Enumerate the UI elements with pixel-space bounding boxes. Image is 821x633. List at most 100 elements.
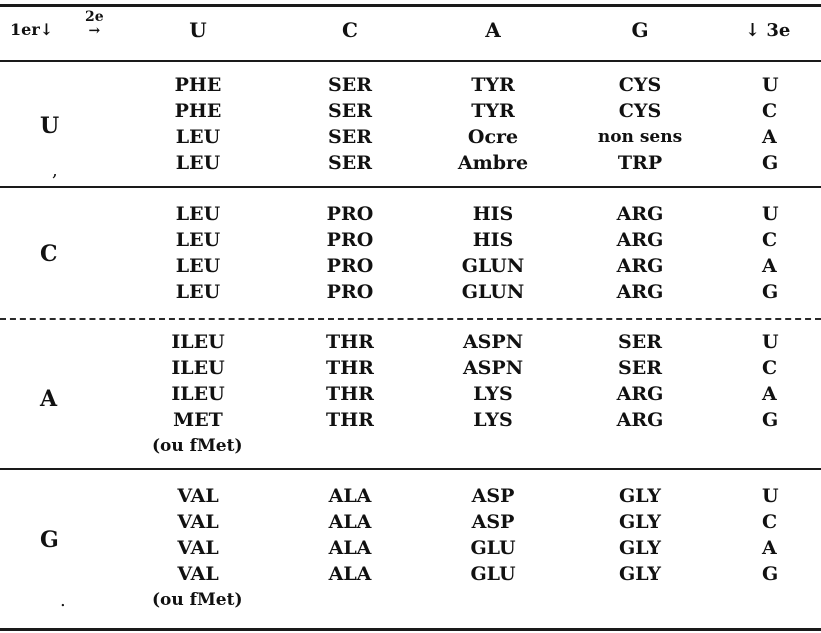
fmet-note: (ou fMet) xyxy=(152,590,243,610)
third-base-label: C xyxy=(762,229,778,251)
codon-cell: ILEU xyxy=(171,331,225,353)
codon-cell: GLUN xyxy=(461,281,525,303)
codon-cell: SER xyxy=(618,357,662,379)
codon-cell: Ocre xyxy=(467,126,519,148)
codon-cell: PRO xyxy=(326,203,374,225)
third-base-label: A xyxy=(762,126,777,148)
codon-cell: TRP xyxy=(617,152,663,174)
codon-cell: ILEU xyxy=(171,357,225,379)
codon-cell: THR xyxy=(326,409,374,431)
codon-cell: CYS xyxy=(618,100,662,122)
codon-cell: GLY xyxy=(619,563,661,585)
codon-cell: ARG xyxy=(616,409,664,431)
codon-cell: TYR xyxy=(471,100,515,122)
codon-cell: SER xyxy=(328,152,372,174)
codon-cell: LEU xyxy=(175,255,221,277)
codon-cell: VAL xyxy=(177,537,219,559)
first-base-label: A xyxy=(40,386,58,412)
codon-cell: ARG xyxy=(616,203,664,225)
codon-cell: ARG xyxy=(616,281,664,303)
codon-cell: ALA xyxy=(328,485,372,507)
codon-cell: CYS xyxy=(618,74,662,96)
codon-cell: ALA xyxy=(328,563,372,585)
third-base-label: G xyxy=(762,152,779,174)
codon-cell: SER xyxy=(618,331,662,353)
third-base-label: C xyxy=(762,100,778,122)
third-base-label: G xyxy=(762,563,779,585)
codon-cell: SER xyxy=(328,100,372,122)
codon-cell: ALA xyxy=(328,537,372,559)
stray-mark: , xyxy=(52,160,58,181)
codon-cell: LEU xyxy=(175,126,221,148)
third-base-label: C xyxy=(762,511,778,533)
third-base-label: A xyxy=(762,537,777,559)
column-header-c: C xyxy=(342,18,358,42)
header-rule xyxy=(0,60,821,62)
codon-cell: ILEU xyxy=(171,383,225,405)
third-base-label: A xyxy=(762,255,777,277)
codon-cell: THR xyxy=(326,383,374,405)
codon-cell: ARG xyxy=(616,229,664,251)
codon-cell: ASP xyxy=(471,511,515,533)
third-base-label: U xyxy=(762,203,779,225)
first-base-label: G xyxy=(40,527,59,553)
codon-cell: SER xyxy=(328,74,372,96)
first-base-header: 1er↓ xyxy=(10,20,54,39)
codon-cell: ARG xyxy=(616,255,664,277)
codon-cell: PRO xyxy=(326,255,374,277)
third-base-label: G xyxy=(762,281,779,303)
codon-cell: GLY xyxy=(619,537,661,559)
top-rule xyxy=(0,4,821,7)
codon-cell: ASPN xyxy=(462,331,524,353)
third-base-label: U xyxy=(762,331,779,353)
column-header-g: G xyxy=(631,18,649,42)
codon-cell: LYS xyxy=(473,383,513,405)
codon-cell: Ambre xyxy=(457,152,529,174)
third-base-label: C xyxy=(762,357,778,379)
codon-cell: SER xyxy=(328,126,372,148)
codon-cell: LEU xyxy=(175,203,221,225)
column-header-u: U xyxy=(189,18,207,42)
group-divider-u-c xyxy=(0,186,821,188)
codon-cell: PHE xyxy=(174,100,222,122)
stray-mark: . xyxy=(60,590,66,611)
codon-cell: non sens xyxy=(597,127,683,147)
codon-cell: GLU xyxy=(470,537,516,559)
codon-cell: ASP xyxy=(471,485,515,507)
bottom-rule xyxy=(0,628,821,631)
codon-cell: GLUN xyxy=(461,255,525,277)
fmet-note: (ou fMet) xyxy=(152,436,243,456)
third-base-header: ↓ 3e xyxy=(745,20,791,41)
codon-cell: LEU xyxy=(175,229,221,251)
codon-cell: ALA xyxy=(328,511,372,533)
codon-cell: GLU xyxy=(470,563,516,585)
codon-cell: THR xyxy=(326,331,374,353)
codon-cell: GLY xyxy=(619,511,661,533)
codon-cell: LYS xyxy=(473,409,513,431)
codon-cell: MET xyxy=(173,409,223,431)
column-header-a: A xyxy=(485,18,501,42)
codon-cell: VAL xyxy=(177,563,219,585)
codon-cell: PRO xyxy=(326,229,374,251)
codon-cell: ASPN xyxy=(462,357,524,379)
second-base-header: 2e → xyxy=(85,10,104,38)
third-base-label: U xyxy=(762,74,779,96)
codon-cell: ARG xyxy=(616,383,664,405)
second-base-arrow-icon: → xyxy=(88,23,101,39)
codon-cell: LEU xyxy=(175,281,221,303)
third-base-label: G xyxy=(762,409,779,431)
codon-cell: THR xyxy=(326,357,374,379)
codon-cell: PRO xyxy=(326,281,374,303)
codon-cell: VAL xyxy=(177,511,219,533)
group-divider-a-g xyxy=(0,468,821,470)
codon-cell: PHE xyxy=(174,74,222,96)
codon-cell: HIS xyxy=(472,203,514,225)
third-base-label: A xyxy=(762,383,777,405)
group-divider-c-a xyxy=(0,318,821,320)
codon-cell: HIS xyxy=(472,229,514,251)
codon-cell: GLY xyxy=(619,485,661,507)
codon-cell: LEU xyxy=(175,152,221,174)
second-base-label: 2e xyxy=(85,9,104,25)
codon-cell: TYR xyxy=(471,74,515,96)
first-base-label: C xyxy=(40,241,58,267)
